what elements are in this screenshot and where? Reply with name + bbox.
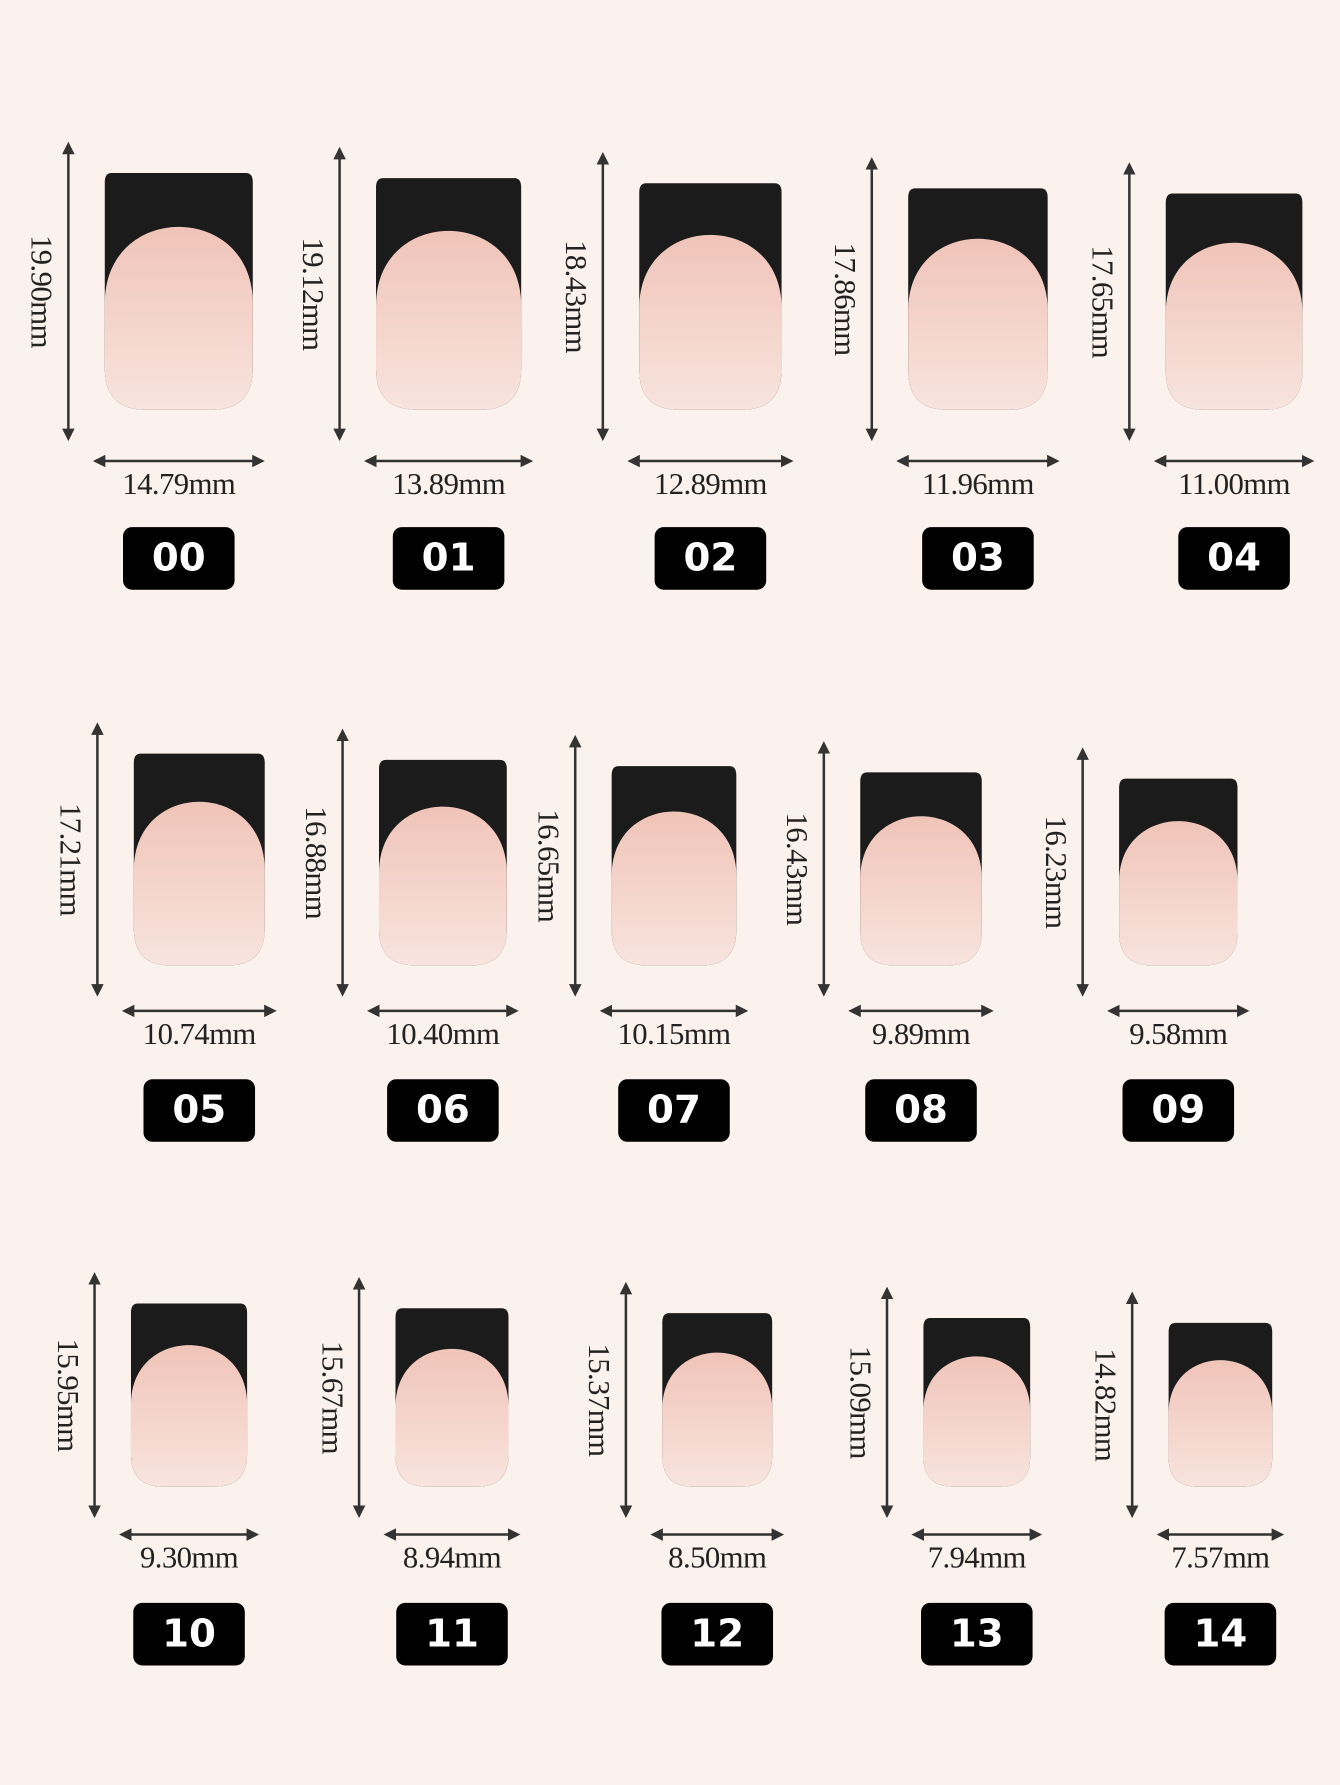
nail-item: 16.43mm 9.89mm 08: [780, 741, 994, 1142]
nail-item: 16.88mm 10.40mm 06: [299, 728, 519, 1142]
nail-item: 17.65mm 11.00mm 04: [1086, 162, 1315, 590]
nail-body: [1168, 1360, 1273, 1487]
nail-body: [376, 230, 522, 410]
height-label: 18.43mm: [559, 240, 593, 354]
nail-item: 15.09mm 7.94mm 13: [843, 1286, 1043, 1666]
height-label: 15.09mm: [843, 1346, 877, 1460]
height-label: 16.43mm: [780, 812, 814, 926]
nail-body: [395, 1348, 509, 1487]
size-number: 03: [951, 536, 1005, 581]
width-label: 10.40mm: [386, 1017, 500, 1051]
height-label: 17.21mm: [54, 803, 88, 917]
nail-item: 18.43mm 12.89mm 02: [559, 151, 794, 590]
nail-body: [923, 1356, 1031, 1487]
nail-body: [639, 234, 782, 410]
height-label: 16.23mm: [1039, 816, 1073, 930]
size-number: 11: [425, 1611, 479, 1656]
size-badge: [1164, 1602, 1277, 1666]
nail-item: 19.90mm 14.79mm 00: [25, 141, 265, 590]
size-number: 08: [894, 1088, 948, 1133]
size-badge: [387, 1079, 499, 1142]
width-label: 7.57mm: [1171, 1541, 1270, 1575]
nail-body: [908, 238, 1048, 410]
nail-item: 16.65mm 10.15mm 07: [532, 734, 749, 1142]
height-label: 15.95mm: [51, 1339, 85, 1453]
nail-body: [1165, 242, 1303, 410]
width-label: 9.58mm: [1129, 1017, 1228, 1051]
size-number: 10: [162, 1611, 216, 1656]
nail-body: [378, 806, 507, 966]
width-label: 13.89mm: [392, 467, 506, 501]
nail-body: [130, 1345, 248, 1487]
width-label: 9.30mm: [140, 1541, 239, 1575]
width-label: 12.89mm: [654, 467, 768, 501]
nail-item: 17.21mm 10.74mm 05: [54, 722, 277, 1142]
size-badge: [133, 1602, 245, 1666]
width-label: 9.89mm: [872, 1017, 971, 1051]
nail-body: [860, 816, 982, 966]
size-number: 09: [1151, 1088, 1205, 1133]
nail-item: 15.67mm 8.94mm 11: [315, 1276, 521, 1666]
size-badge: [618, 1079, 730, 1142]
size-badge: [1178, 527, 1290, 590]
nail-item: 14.82mm 7.57mm 14: [1089, 1291, 1285, 1666]
size-number: 04: [1207, 536, 1261, 581]
nail-item: 19.12mm 13.89mm 01: [296, 146, 534, 590]
size-badge: [661, 1602, 774, 1666]
size-number: 02: [683, 536, 737, 581]
width-label: 10.15mm: [618, 1017, 732, 1051]
width-label: 14.79mm: [122, 467, 236, 501]
size-badge: [392, 527, 505, 590]
width-label: 7.94mm: [928, 1541, 1027, 1575]
width-label: 8.50mm: [668, 1541, 767, 1575]
nail-body: [662, 1352, 773, 1487]
size-number: 06: [416, 1088, 470, 1133]
height-label: 16.65mm: [532, 809, 566, 923]
width-label: 10.74mm: [143, 1017, 257, 1051]
size-number: 07: [647, 1088, 701, 1133]
size-number: 00: [152, 536, 206, 581]
size-badge: [922, 527, 1034, 590]
nail-body: [133, 801, 265, 966]
width-label: 11.00mm: [1178, 467, 1290, 501]
nail-item: 15.95mm 9.30mm 10: [51, 1272, 260, 1666]
size-number: 05: [172, 1088, 226, 1133]
size-number: 12: [690, 1611, 744, 1656]
height-label: 16.88mm: [299, 806, 333, 920]
nail-body: [104, 226, 253, 410]
size-badge: [865, 1079, 977, 1142]
height-label: 17.86mm: [828, 243, 862, 357]
nail-item: 16.23mm 9.58mm 09: [1039, 747, 1250, 1142]
height-label: 15.37mm: [582, 1343, 616, 1457]
size-badge: [921, 1602, 1033, 1666]
height-label: 15.67mm: [315, 1341, 349, 1455]
nail-body: [1119, 821, 1238, 966]
width-label: 11.96mm: [922, 467, 1034, 501]
size-number: 13: [950, 1611, 1004, 1656]
nail-item: 15.37mm 8.50mm 12: [582, 1281, 785, 1666]
size-badge: [396, 1602, 508, 1666]
height-label: 19.90mm: [25, 235, 59, 349]
nail-item: 17.86mm 11.96mm 03: [828, 157, 1060, 590]
height-label: 17.65mm: [1086, 245, 1120, 359]
size-badge: [1122, 1079, 1235, 1142]
size-badge: [123, 527, 235, 590]
size-badge: [143, 1079, 256, 1142]
size-number: 01: [422, 536, 476, 581]
height-label: 14.82mm: [1089, 1348, 1123, 1462]
nail-body: [611, 811, 737, 966]
height-label: 19.12mm: [296, 238, 330, 352]
size-number: 14: [1193, 1611, 1247, 1656]
width-label: 8.94mm: [403, 1541, 502, 1575]
size-badge: [654, 527, 767, 590]
